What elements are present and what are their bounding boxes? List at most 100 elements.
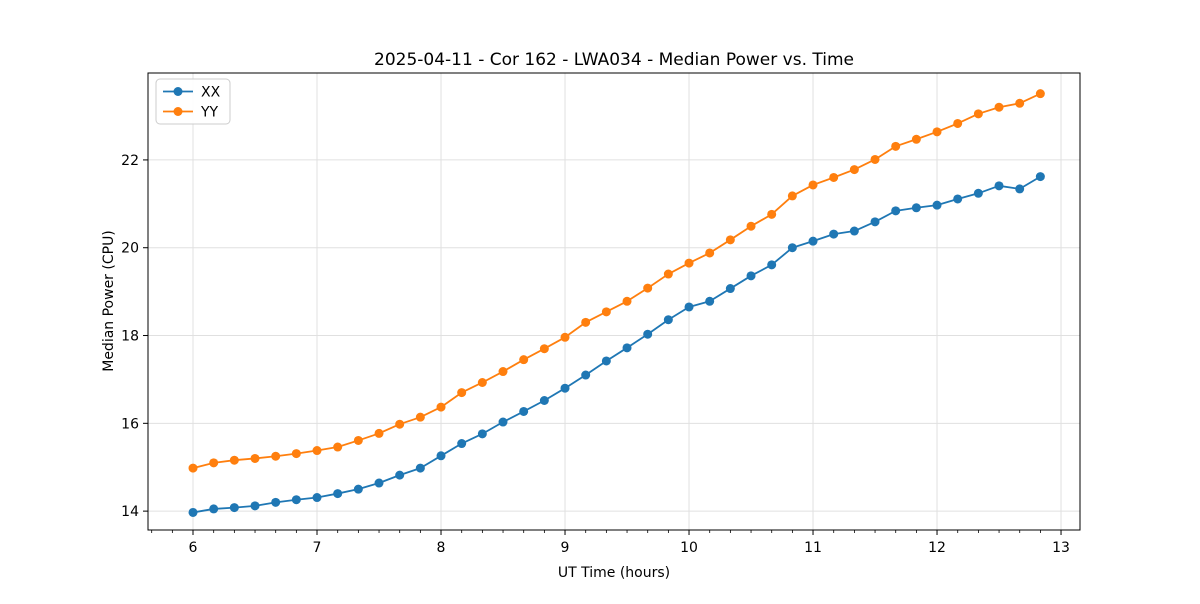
data-point-yy (870, 154, 880, 164)
data-point-xx (705, 296, 715, 306)
legend: XX YY (155, 78, 231, 125)
data-point-xx (808, 236, 818, 246)
data-point-yy (519, 355, 529, 365)
legend-sample-marker-icon (173, 107, 183, 116)
y-tick-label: 22 (121, 153, 139, 169)
data-point-yy (457, 388, 467, 398)
data-point-yy (188, 463, 198, 473)
grid-layer (148, 73, 1080, 530)
data-point-yy (663, 269, 673, 279)
data-point-xx (684, 302, 694, 312)
data-point-xx (353, 484, 363, 494)
legend-sample-marker-icon (173, 87, 183, 96)
data-point-yy (271, 451, 281, 461)
data-point-xx (374, 478, 384, 488)
data-point-xx (1015, 184, 1025, 194)
data-point-xx (953, 194, 963, 204)
y-tick-label: 18 (121, 329, 139, 345)
legend-label-yy: YY (200, 105, 219, 121)
legend-item-xx: XX (163, 85, 221, 101)
data-point-xx (932, 200, 942, 210)
data-point-yy (746, 221, 756, 231)
data-point-xx (539, 395, 549, 405)
data-point-xx (849, 226, 859, 236)
data-point-yy (250, 453, 260, 463)
plot-area-border (147, 72, 1081, 531)
data-point-yy (312, 446, 322, 456)
data-point-yy (353, 435, 363, 445)
x-tick-label: 11 (804, 540, 822, 556)
data-point-yy (829, 172, 839, 182)
data-point-xx (271, 497, 281, 507)
data-point-xx (994, 181, 1004, 191)
data-point-xx (291, 495, 301, 505)
data-point-yy (684, 258, 694, 268)
data-point-yy (436, 402, 446, 412)
data-point-yy (643, 283, 653, 293)
data-point-yy (849, 165, 859, 175)
data-point-xx (395, 470, 405, 480)
data-point-xx (891, 206, 901, 216)
data-point-xx (643, 329, 653, 339)
y-tick-label: 20 (121, 241, 139, 257)
data-point-yy (209, 458, 219, 468)
data-point-yy (581, 317, 591, 327)
data-point-xx (188, 507, 198, 517)
data-point-xx (581, 370, 591, 380)
data-point-xx (498, 417, 508, 427)
data-point-yy (601, 307, 611, 317)
data-point-yy (539, 344, 549, 354)
x-tick-label: 7 (313, 540, 322, 556)
data-point-yy (932, 127, 942, 137)
data-point-xx (829, 229, 839, 239)
chart-title: 2025-04-11 - Cor 162 - LWA034 - Median P… (374, 50, 854, 70)
x-tick-label: 9 (561, 540, 570, 556)
data-point-yy (891, 141, 901, 151)
data-point-xx (477, 429, 487, 439)
data-point-yy (767, 209, 777, 219)
x-tick-label: 8 (437, 540, 446, 556)
data-point-xx (601, 356, 611, 366)
series-line-yy (192, 92, 1041, 469)
y-tick-label: 16 (121, 416, 139, 432)
data-point-xx (767, 260, 777, 270)
data-point-xx (415, 463, 425, 473)
data-point-yy (994, 102, 1004, 112)
data-point-xx (787, 243, 797, 253)
legend-item-yy: YY (163, 105, 219, 121)
data-point-xx (1035, 172, 1045, 182)
x-axis-label: UT Time (hours) (558, 565, 670, 581)
y-axis-label: Median Power (CPU) (101, 230, 117, 372)
data-point-xx (312, 493, 322, 503)
data-point-yy (953, 118, 963, 128)
data-point-xx (870, 217, 880, 227)
data-point-xx (457, 439, 467, 449)
legend-label-xx: XX (201, 85, 221, 101)
data-point-yy (973, 109, 983, 119)
data-point-xx (333, 489, 343, 499)
data-point-yy (415, 412, 425, 422)
x-tick-label: 13 (1052, 540, 1070, 556)
data-point-xx (229, 503, 239, 513)
data-point-xx (250, 501, 260, 511)
data-point-yy (705, 248, 715, 258)
data-point-yy (477, 377, 487, 387)
data-point-yy (498, 367, 508, 377)
data-point-xx (663, 315, 673, 325)
data-point-yy (622, 296, 632, 306)
x-tick-label: 12 (928, 540, 946, 556)
data-point-yy (1015, 98, 1025, 108)
data-point-yy (808, 180, 818, 190)
y-tick-label: 14 (121, 504, 139, 520)
data-point-xx (622, 343, 632, 353)
series-layer (188, 89, 1045, 517)
data-point-xx (560, 383, 570, 393)
data-point-yy (229, 455, 239, 465)
tick-layer: 6 7 8 9 10 11 12 13 14 16 18 20 22 (121, 153, 1070, 556)
data-point-xx (519, 406, 529, 416)
data-point-yy (395, 419, 405, 429)
data-point-yy (560, 332, 570, 342)
data-point-yy (333, 442, 343, 452)
